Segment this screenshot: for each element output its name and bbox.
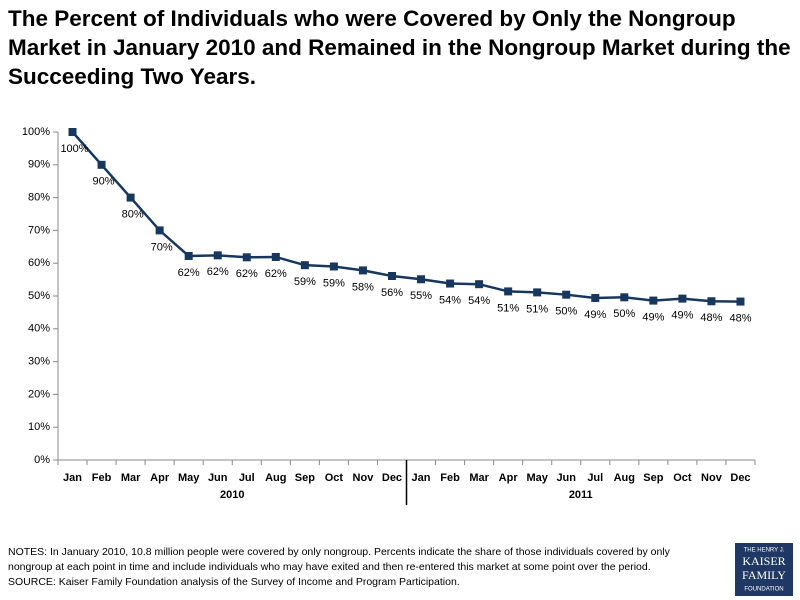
data-label: 58%	[352, 281, 374, 293]
y-tick-label: 100%	[22, 126, 50, 138]
x-tick-label: Aug	[614, 472, 635, 484]
data-label: 48%	[700, 312, 722, 324]
marker	[533, 288, 542, 297]
marker	[126, 193, 135, 202]
data-label: 62%	[178, 267, 200, 279]
note: SOURCE: Kaiser Family Foundation analysi…	[8, 576, 460, 588]
chart-title: The Percent of Individuals who were Cove…	[8, 6, 791, 89]
marker	[329, 262, 338, 271]
marker	[591, 293, 600, 302]
data-label: 51%	[526, 303, 548, 315]
data-label: 50%	[613, 308, 635, 320]
data-label: 49%	[671, 310, 693, 322]
marker	[736, 297, 745, 306]
logo-text: FAMILY	[742, 568, 786, 582]
data-label: 49%	[642, 311, 664, 323]
x-tick-label: Feb	[440, 472, 460, 484]
x-tick-label: Aug	[265, 472, 286, 484]
data-label: 51%	[497, 302, 519, 314]
x-tick-label: Feb	[92, 472, 112, 484]
x-tick-label: Jun	[208, 472, 228, 484]
logo-text: FOUNDATION	[744, 587, 783, 593]
x-tick-label: Jun	[556, 472, 576, 484]
marker	[475, 280, 484, 289]
marker	[300, 261, 309, 270]
marker	[97, 160, 106, 169]
marker	[562, 290, 571, 299]
y-tick-label: 50%	[28, 290, 50, 302]
marker	[213, 251, 222, 260]
data-label: 54%	[439, 294, 461, 306]
x-tick-label: Oct	[325, 472, 344, 484]
y-tick-label: 30%	[28, 356, 50, 368]
x-tick-label: Sep	[643, 472, 663, 484]
marker	[446, 279, 455, 288]
note: nongroup at each point in time and inclu…	[8, 561, 651, 573]
marker	[387, 271, 396, 280]
x-tick-label: Oct	[673, 472, 692, 484]
marker	[417, 275, 426, 284]
year-label: 2011	[569, 489, 593, 501]
x-tick-label: Jul	[239, 472, 255, 484]
marker	[242, 253, 251, 262]
y-tick-label: 10%	[28, 421, 50, 433]
y-tick-label: 40%	[28, 323, 50, 335]
marker	[68, 128, 77, 136]
data-label: 100%	[60, 143, 88, 155]
data-label: 59%	[294, 276, 316, 288]
marker	[649, 296, 658, 305]
x-tick-label: Mar	[469, 472, 489, 484]
y-tick-label: 20%	[28, 388, 50, 400]
data-label: 70%	[151, 241, 173, 253]
logo-text: THE HENRY J.	[744, 548, 785, 554]
x-tick-label: May	[178, 472, 200, 484]
marker	[707, 297, 716, 306]
marker	[620, 293, 629, 302]
data-label: 62%	[207, 266, 229, 278]
line	[71, 131, 741, 303]
y-tick-label: 60%	[28, 257, 50, 269]
data-label: 50%	[555, 306, 577, 318]
data-label: 62%	[236, 268, 258, 280]
data-label: 90%	[93, 176, 115, 188]
x-tick-label: Jul	[587, 472, 603, 484]
x-tick-label: Sep	[295, 472, 315, 484]
logo-text: KAISER	[742, 554, 785, 568]
data-label: 48%	[729, 312, 751, 324]
x-tick-label: Apr	[150, 472, 170, 484]
x-tick-label: Mar	[121, 472, 141, 484]
marker	[155, 226, 164, 235]
x-tick-label: Apr	[499, 472, 519, 484]
marker	[678, 294, 687, 303]
logo-box	[735, 543, 793, 596]
data-label: 59%	[323, 277, 345, 289]
x-tick-label: Dec	[730, 472, 750, 484]
marker	[504, 287, 513, 296]
marker	[184, 251, 193, 260]
x-tick-label: Jan	[412, 472, 431, 484]
marker	[271, 252, 280, 261]
y-tick-label: 0%	[34, 454, 50, 466]
marker	[358, 266, 367, 275]
y-tick-label: 80%	[28, 192, 50, 204]
data-label: 80%	[122, 209, 144, 221]
data-label: 55%	[410, 290, 432, 302]
year-label: 2010	[220, 489, 244, 501]
data-label: 49%	[584, 309, 606, 321]
y-tick-label: 70%	[28, 224, 50, 236]
x-tick-label: Nov	[353, 472, 375, 484]
data-label: 54%	[468, 295, 490, 307]
note: NOTES: In January 2010, 10.8 million peo…	[8, 546, 671, 558]
data-label: 56%	[381, 287, 403, 299]
x-tick-label: Dec	[382, 472, 402, 484]
x-tick-label: Nov	[701, 472, 723, 484]
data-label: 62%	[265, 268, 287, 280]
x-tick-label: May	[526, 472, 548, 484]
y-tick-label: 90%	[28, 159, 50, 171]
x-tick-label: Jan	[63, 472, 82, 484]
